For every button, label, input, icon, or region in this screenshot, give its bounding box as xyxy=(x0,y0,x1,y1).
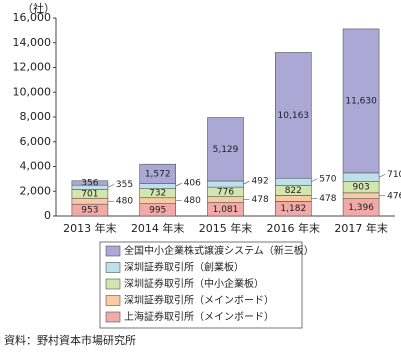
bar-segment xyxy=(139,163,176,184)
data-label: 903 xyxy=(353,183,370,193)
legend-label: 深圳証券取引所（中小企業板） xyxy=(124,277,264,290)
bar-segment xyxy=(342,28,380,174)
x-tick-label: 2016 年末 xyxy=(267,221,321,235)
data-label: 11,630 xyxy=(345,96,377,106)
data-label: 478 xyxy=(319,194,336,204)
data-label: 822 xyxy=(285,186,302,196)
data-label: 355 xyxy=(116,180,133,190)
legend-label: 深圳証券取引所（メインボード） xyxy=(124,294,274,307)
data-label: 732 xyxy=(149,189,166,199)
data-label: 5,129 xyxy=(213,145,239,155)
y-tick-label: 2,000 xyxy=(20,184,52,197)
data-label: 356 xyxy=(81,178,98,188)
data-label: 776 xyxy=(217,187,234,197)
legend-swatch xyxy=(105,295,121,306)
legend-swatch xyxy=(105,311,121,323)
legend-swatch xyxy=(105,278,121,290)
data-label: 1,081 xyxy=(213,205,239,215)
data-label: 1,396 xyxy=(348,203,374,213)
leader-line xyxy=(243,180,250,185)
data-label: 710 xyxy=(387,170,401,180)
data-label: 1,572 xyxy=(145,169,171,179)
y-tick-label: 0 xyxy=(44,209,51,222)
legend-label: 上海証券取引所（メインボード） xyxy=(124,310,274,323)
source: 資料：野村資本市場研究所 xyxy=(4,333,136,347)
bar-segment xyxy=(207,196,244,203)
leader-line xyxy=(107,184,115,188)
data-label: 10,163 xyxy=(278,111,310,121)
data-label: 480 xyxy=(116,197,133,207)
bar-segment xyxy=(342,192,380,200)
x-tick-label: 2017 年末 xyxy=(334,221,388,235)
leader-line xyxy=(378,173,386,178)
leader-line xyxy=(175,182,182,187)
data-label: 480 xyxy=(184,196,201,206)
data-label: 953 xyxy=(81,206,98,216)
bar-segment xyxy=(342,172,380,182)
data-label: 1,182 xyxy=(280,204,306,214)
x-tick-label: 2013 年末 xyxy=(63,221,117,235)
y-tick-label: 8,000 xyxy=(20,110,52,123)
y-tick-label: 14,000 xyxy=(13,36,52,49)
leader-line xyxy=(311,178,318,183)
x-tick-label: 2015 年末 xyxy=(199,221,253,235)
bar-segment xyxy=(274,177,312,186)
bar-segment xyxy=(71,180,109,186)
y-tick-label: 4,000 xyxy=(20,160,52,173)
data-label: 492 xyxy=(252,177,269,187)
legend-label: 深圳証券取引所（創業板） xyxy=(124,261,244,274)
bar-segment xyxy=(139,183,176,189)
data-label: 406 xyxy=(184,179,201,189)
bar-segment xyxy=(207,117,244,182)
bar-segment xyxy=(207,180,244,188)
bar-segment xyxy=(274,195,312,202)
data-label: 995 xyxy=(149,205,166,215)
data-label: 478 xyxy=(252,195,269,205)
y-tick-label: 10,000 xyxy=(13,85,52,98)
data-label: 476 xyxy=(387,191,401,201)
unit-label: （社） xyxy=(22,1,55,15)
y-tick-label: 6,000 xyxy=(20,135,52,148)
data-label: 701 xyxy=(81,189,98,199)
y-tick-label: 12,000 xyxy=(13,61,52,74)
legend-swatch xyxy=(105,262,121,273)
legend-label: 全国中小企業株式譲渡システム（新三板） xyxy=(124,244,314,257)
bar-segment xyxy=(274,52,312,179)
legend-swatch xyxy=(105,245,121,257)
data-label: 570 xyxy=(319,174,336,184)
y-tick-label: 16,000 xyxy=(13,11,52,24)
legend-box xyxy=(99,241,303,329)
x-tick-label: 2014 年末 xyxy=(131,221,185,235)
